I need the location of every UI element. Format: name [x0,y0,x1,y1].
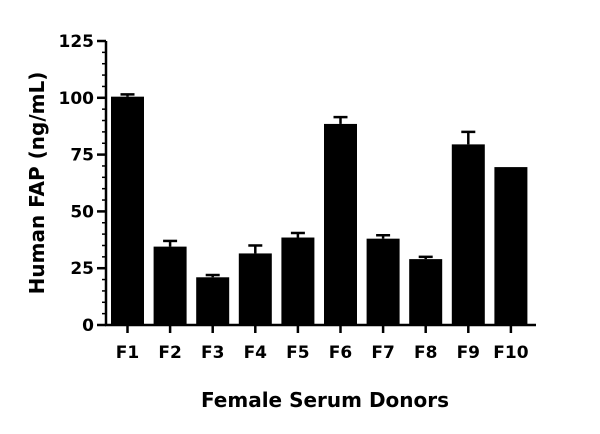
y-axis-title: Human FAP (ng/mL) [25,72,49,295]
x-tick-label-F6: F6 [329,343,352,363]
y-tick-label: 25 [70,259,94,279]
y-tick-label: 125 [59,32,95,52]
x-tick-label-F7: F7 [371,343,394,363]
x-tick-label-F1: F1 [116,343,139,363]
bar-F4 [238,253,272,325]
bar-F9 [451,144,485,325]
x-tick-label-F2: F2 [158,343,181,363]
bar-F3 [196,277,230,325]
y-tick-label: 75 [70,146,94,166]
y-tick-label: 50 [70,202,94,222]
y-tick-label: 100 [59,89,95,109]
x-axis: F1 F2 F3 F4 F5 F6 F7 F8 F9 F10 [105,323,536,363]
bars [111,93,528,325]
y-axis: 0 25 50 75 100 125 [59,32,108,336]
y-tick-label: 0 [82,316,94,336]
x-tick-label-F4: F4 [244,343,268,363]
bar-F1 [111,96,144,325]
x-tick-label-F3: F3 [201,343,224,363]
bar-F8 [409,259,443,325]
x-tick-label-F10: F10 [493,343,528,363]
x-tick-label-F5: F5 [286,343,309,363]
bar-F6 [324,123,357,325]
bar-F10 [494,167,528,325]
x-tick-label-F8: F8 [414,343,437,363]
bar-F2 [153,246,187,325]
bar-F7 [366,238,400,325]
bar-F5 [281,237,315,325]
x-tick-label-F9: F9 [457,343,480,363]
x-axis-title: Female Serum Donors [201,388,449,412]
